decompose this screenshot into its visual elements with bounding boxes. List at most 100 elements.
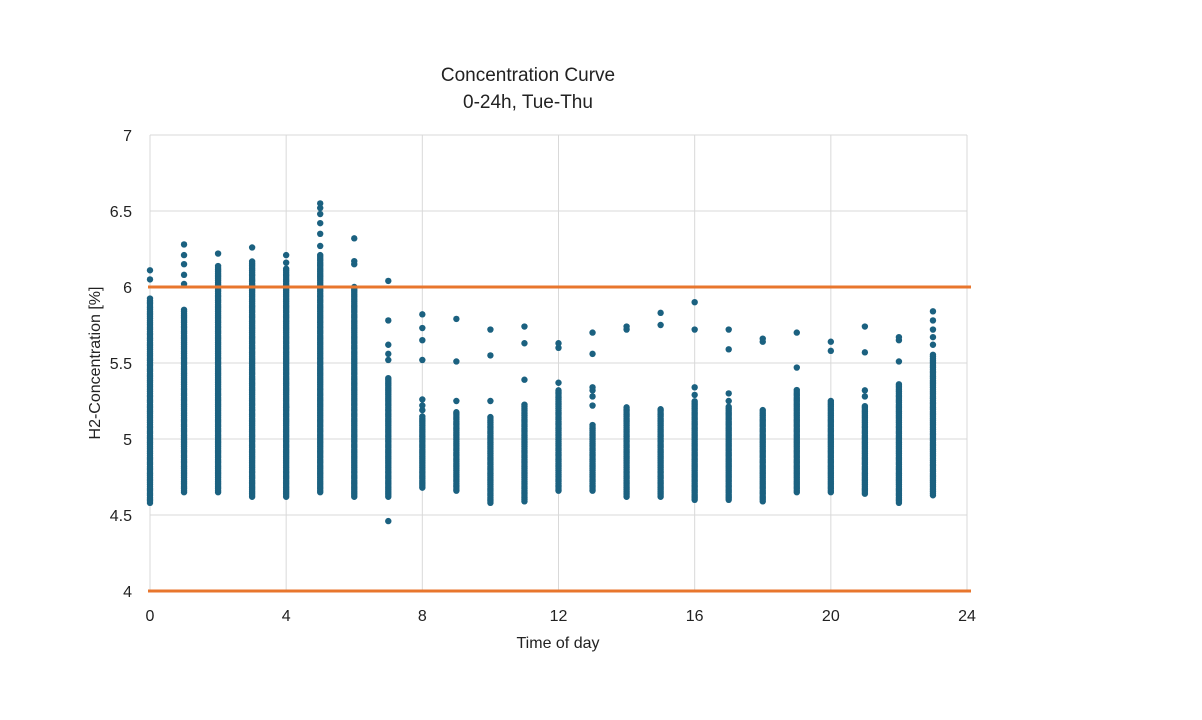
y-tick-label: 4: [123, 584, 132, 601]
gridlines: [149, 134, 968, 592]
x-tick-label: 20: [822, 608, 840, 625]
y-tick-label: 5.5: [110, 356, 132, 373]
data-point: [725, 326, 732, 333]
data-point: [351, 257, 358, 265]
data-point: [180, 241, 188, 248]
data-point: [385, 341, 392, 348]
data-point: [419, 337, 426, 344]
data-point: [725, 390, 732, 397]
y-tick-labels: 4 4.5 5 5.5 6 6.5 7: [110, 128, 132, 601]
data-point: [725, 397, 732, 405]
data-point: [691, 384, 698, 391]
y-tick-label: 4.5: [110, 508, 132, 525]
data-point: [521, 401, 528, 408]
data-point: [657, 406, 664, 413]
data-point: [861, 323, 869, 330]
data-point: [248, 244, 256, 251]
data-point: [929, 317, 937, 324]
data-point: [827, 338, 835, 345]
data-point: [895, 333, 903, 341]
data-point: [487, 352, 494, 359]
data-point: [929, 326, 937, 333]
data-point: [453, 397, 460, 405]
data-point: [929, 333, 937, 341]
data-point: [793, 386, 800, 394]
data-point: [929, 351, 937, 358]
data-point: [759, 406, 766, 414]
data-point: [521, 340, 528, 347]
data-point: [180, 261, 188, 268]
data-point: [180, 251, 188, 259]
data-point: [589, 421, 596, 429]
data-point: [725, 403, 732, 410]
data-point: [282, 259, 290, 266]
chart-title: Concentration Curve: [441, 65, 615, 86]
data-points: [146, 200, 937, 525]
x-tick-label: 24: [958, 608, 976, 625]
data-point: [419, 356, 426, 364]
data-point: [317, 242, 324, 250]
x-axis-label: Time of day: [517, 635, 600, 652]
data-point: [589, 329, 596, 336]
data-point: [385, 375, 392, 382]
data-point: [317, 219, 324, 227]
data-point: [385, 277, 392, 285]
data-point: [282, 251, 290, 259]
chart-subtitle: 0-24h, Tue-Thu: [463, 92, 593, 113]
data-point: [691, 398, 698, 405]
data-point: [214, 250, 222, 257]
data-point: [759, 335, 766, 342]
y-tick-label: 6: [123, 280, 132, 297]
data-point: [521, 323, 528, 330]
data-point: [453, 358, 460, 365]
data-point: [657, 309, 664, 317]
data-point: [419, 311, 426, 318]
data-point: [691, 326, 698, 333]
x-tick-label: 16: [686, 608, 704, 625]
data-point: [589, 402, 596, 409]
data-point: [419, 402, 426, 409]
data-point: [487, 397, 494, 405]
data-point: [691, 391, 698, 399]
data-point: [929, 341, 937, 348]
limit-lines: [148, 285, 971, 593]
data-point: [317, 251, 324, 259]
data-point: [657, 321, 664, 329]
data-point: [589, 384, 596, 391]
data-point: [453, 315, 460, 323]
data-point: [555, 344, 562, 351]
data-point: [793, 329, 800, 336]
y-tick-label: 7: [123, 128, 132, 145]
data-point: [623, 323, 630, 330]
data-point: [827, 397, 835, 405]
data-point: [555, 379, 562, 386]
data-point: [725, 346, 732, 353]
data-point: [589, 350, 596, 358]
data-point: [214, 262, 222, 270]
data-point: [419, 324, 426, 332]
data-point: [146, 267, 154, 274]
data-point: [861, 349, 869, 356]
y-axis-label: H2-Concentration [%]: [87, 287, 104, 440]
data-point: [555, 340, 562, 347]
data-point: [351, 235, 358, 242]
data-point: [385, 356, 392, 364]
data-point: [385, 350, 392, 358]
data-point: [691, 299, 698, 306]
data-point: [861, 387, 869, 394]
data-point: [248, 258, 256, 265]
data-point: [146, 295, 154, 302]
data-point: [317, 204, 324, 212]
data-point: [895, 358, 903, 365]
data-point: [419, 413, 426, 420]
data-point: [861, 402, 869, 410]
x-tick-labels: 0 4 8 12 16 20 24: [146, 608, 976, 625]
data-point: [895, 381, 903, 388]
data-point: [929, 308, 937, 315]
data-point: [317, 210, 324, 218]
data-point: [827, 347, 835, 355]
y-tick-label: 5: [123, 432, 132, 449]
x-tick-label: 12: [550, 608, 568, 625]
x-tick-label: 0: [146, 608, 155, 625]
